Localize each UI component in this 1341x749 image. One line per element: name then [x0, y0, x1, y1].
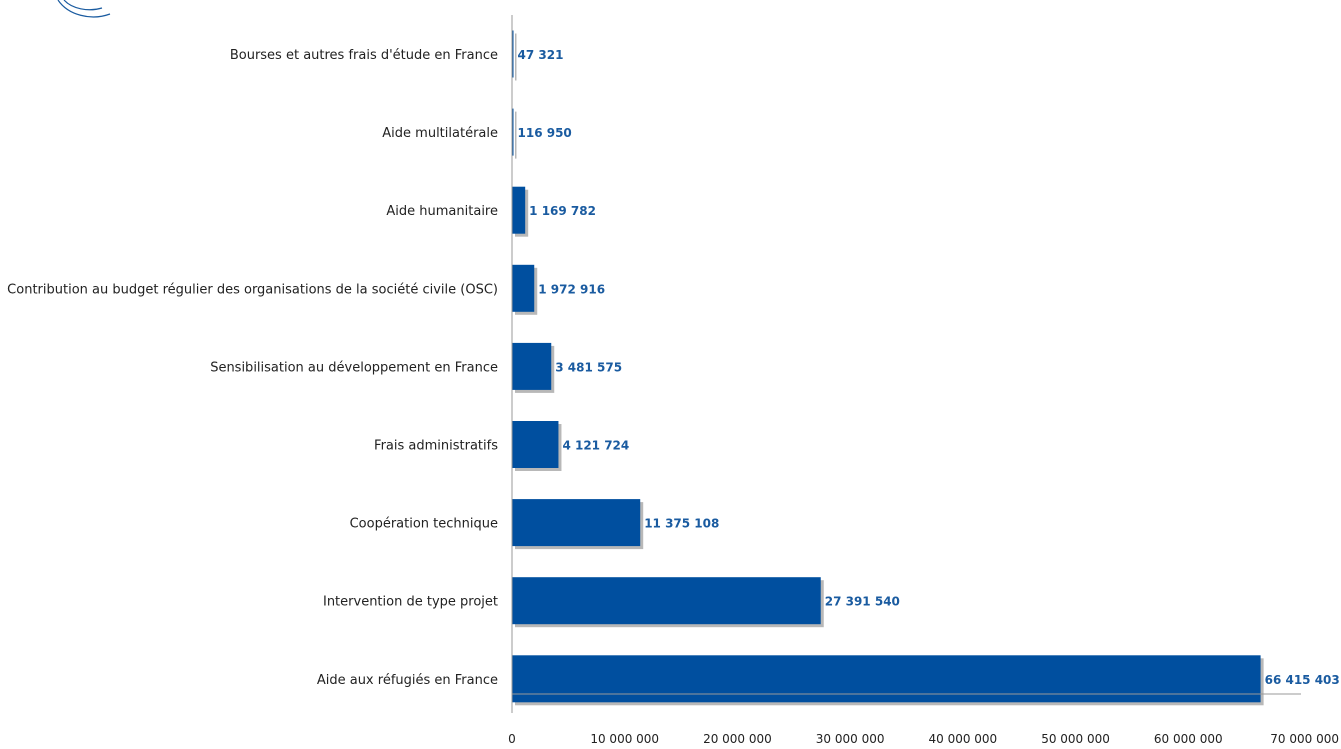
- bar: [512, 342, 552, 390]
- value-label: 1 169 782: [529, 204, 596, 218]
- x-ticks-layer: 0 10 000 000 20 000 000 30 000 000 40 000 00…: [508, 732, 1339, 746]
- category-label: Intervention de type projet: [323, 595, 498, 610]
- x-tick-label: 60 000 000: [1154, 732, 1223, 746]
- x-tick-label: 10 000 000: [590, 732, 659, 746]
- category-label: Contribution au budget régulier des orga…: [7, 282, 498, 297]
- x-tick-label: 70 000 000: [1270, 732, 1339, 746]
- x-tick-label: 50 000 000: [1041, 732, 1110, 746]
- value-label: 1 972 916: [538, 282, 605, 296]
- category-label: Aide humanitaire: [386, 204, 498, 219]
- x-tick-label: 40 000 000: [928, 732, 997, 746]
- category-label: Aide multilatérale: [382, 126, 498, 141]
- bar-shadow: [515, 33, 517, 81]
- bar: [512, 108, 514, 156]
- category-label: Aide aux réfugiés en France: [317, 673, 498, 688]
- bar: [512, 577, 821, 625]
- bar-shadow: [515, 111, 517, 159]
- category-label: Bourses et autres frais d'étude en Franc…: [230, 48, 498, 63]
- bar: [512, 499, 641, 547]
- category-label: Sensibilisation au développement en Fran…: [210, 360, 498, 375]
- value-label: 3 481 575: [555, 360, 622, 374]
- value-label: 27 391 540: [825, 595, 900, 609]
- value-label: 11 375 108: [644, 517, 719, 531]
- x-tick-label: 30 000 000: [816, 732, 885, 746]
- bar: [512, 30, 514, 78]
- value-label: 66 415 403: [1265, 673, 1340, 687]
- bar: [512, 186, 526, 234]
- bar: [512, 655, 1261, 703]
- x-tick-label: 20 000 000: [703, 732, 772, 746]
- logo-arc-decoration: [57, 0, 111, 18]
- value-label: 47 321: [518, 48, 564, 62]
- value-label: 4 121 724: [562, 439, 629, 453]
- x-tick-label: 0: [508, 732, 516, 746]
- bar: [512, 421, 559, 468]
- value-label: 116 950: [518, 126, 572, 140]
- category-label: Frais administratifs: [374, 439, 498, 454]
- bars-layer: Bourses et autres frais d'étude en Franc…: [7, 30, 1340, 706]
- bar: [512, 264, 535, 312]
- category-label: Coopération technique: [350, 517, 498, 532]
